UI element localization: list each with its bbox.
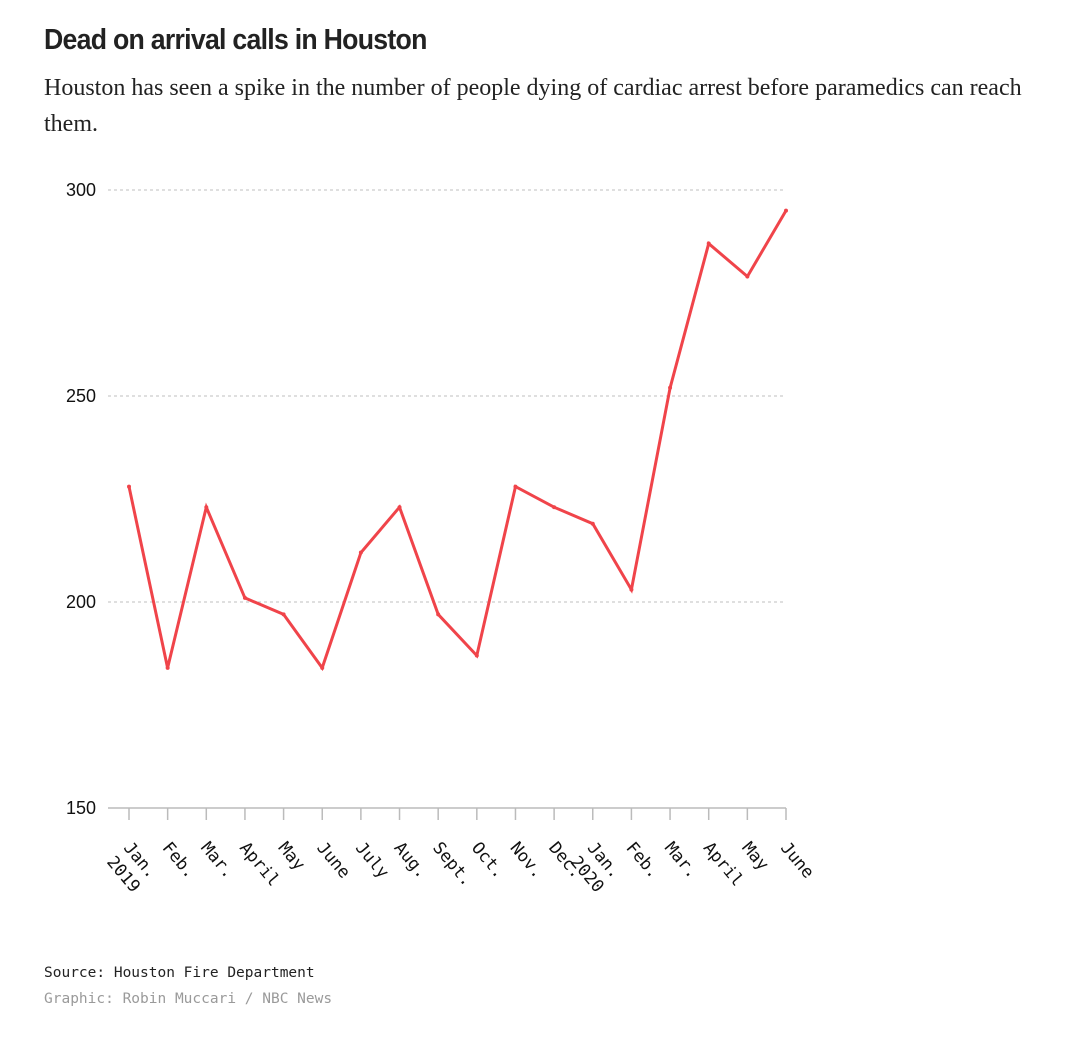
data-point bbox=[242, 595, 247, 600]
x-tick-label: June bbox=[776, 838, 818, 882]
x-tick-label-line: July bbox=[351, 838, 393, 882]
x-tick-label-line: May bbox=[738, 838, 773, 874]
y-tick-label: 250 bbox=[66, 386, 96, 406]
data-point bbox=[706, 241, 711, 246]
data-point bbox=[436, 612, 441, 617]
data-point bbox=[513, 484, 518, 489]
x-tick-label: Feb. bbox=[158, 838, 200, 882]
data-point bbox=[784, 208, 788, 213]
x-tick-label: Jan.2020 bbox=[566, 838, 624, 896]
data-point bbox=[358, 550, 363, 555]
graphic-credit: Graphic: Robin Muccari / NBC News bbox=[44, 991, 333, 1007]
x-tick-label: Mar. bbox=[660, 838, 702, 882]
data-point bbox=[281, 612, 286, 617]
data-point bbox=[474, 653, 479, 658]
x-tick-label-line: April bbox=[235, 838, 283, 890]
x-tick-label-line: Nov. bbox=[506, 838, 548, 882]
x-tick-label: June bbox=[312, 838, 354, 882]
x-tick-label-line: Feb. bbox=[158, 838, 200, 882]
data-line bbox=[127, 209, 788, 672]
x-tick-label-line: June bbox=[312, 838, 354, 882]
data-point bbox=[320, 665, 325, 670]
x-tick-label-line: May bbox=[274, 838, 309, 874]
chart-title: Dead on arrival calls in Houston bbox=[44, 24, 427, 56]
data-point bbox=[552, 505, 557, 510]
y-tick-label: 150 bbox=[66, 798, 96, 818]
x-tick-label-line: Feb. bbox=[622, 838, 664, 882]
y-tick-label: 200 bbox=[66, 592, 96, 612]
x-tick-label: May bbox=[738, 838, 773, 874]
data-point bbox=[590, 521, 595, 526]
chart-subtitle: Houston has seen a spike in the number o… bbox=[44, 75, 1022, 137]
data-point bbox=[127, 484, 131, 489]
x-tick-label-line: Mar. bbox=[660, 838, 702, 882]
x-tick-label: May bbox=[274, 838, 309, 874]
x-tick-label: April bbox=[699, 838, 747, 890]
x-tick-label-line: June bbox=[776, 838, 818, 882]
data-point bbox=[668, 385, 673, 390]
x-tick-label: July bbox=[351, 838, 393, 882]
x-tick-label: Nov. bbox=[506, 838, 548, 882]
data-point bbox=[165, 665, 170, 670]
x-tick-label: Aug. bbox=[390, 838, 432, 882]
x-tick-label-line: Aug. bbox=[390, 838, 432, 882]
x-tick-label: Mar. bbox=[196, 838, 238, 882]
data-point bbox=[397, 505, 402, 510]
x-tick-label-line: Sept. bbox=[428, 838, 476, 890]
data-point bbox=[745, 274, 750, 279]
x-tick-label-line: Mar. bbox=[196, 838, 238, 882]
x-tick-label: Feb. bbox=[622, 838, 664, 882]
x-tick-label: Sept. bbox=[428, 838, 476, 890]
x-tick-label: April bbox=[235, 838, 283, 890]
x-tick-label-line: April bbox=[699, 838, 747, 890]
data-point bbox=[629, 587, 634, 592]
y-tick-label: 300 bbox=[66, 180, 96, 200]
data-point bbox=[204, 505, 209, 510]
x-tick-label: Jan.2019 bbox=[102, 838, 160, 896]
source-note: Source: Houston Fire Department bbox=[44, 965, 315, 981]
